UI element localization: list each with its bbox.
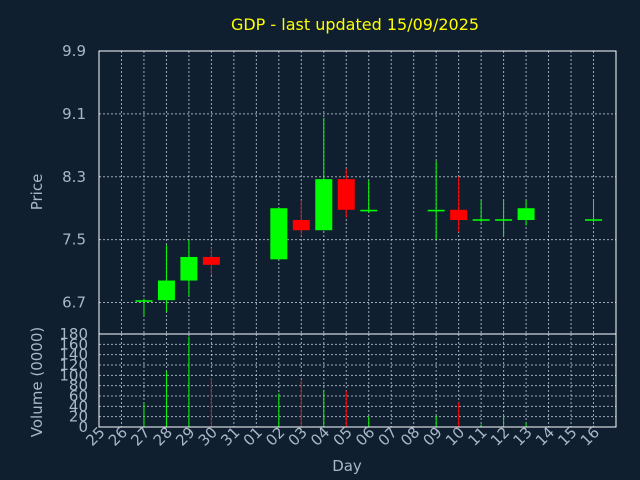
volume-frame — [98, 333, 617, 428]
candle-body — [427, 209, 445, 212]
volume-tick-label: 160 — [59, 335, 88, 353]
candle-body — [360, 209, 378, 212]
candle-body — [157, 280, 175, 301]
price-tick-label: 7.5 — [62, 231, 86, 249]
volume-tick-label: 120 — [59, 356, 88, 374]
volume-tick-label: 140 — [59, 346, 88, 364]
volume-tick-label: 60 — [69, 387, 88, 405]
volume-panel: 1801601401201008060402002526272829303101… — [59, 325, 617, 450]
candle-body — [315, 179, 333, 231]
price-panel: 9.9 9.1 8.3 7.5 6.7 — [62, 42, 617, 335]
price-tick-label: 8.3 — [62, 168, 86, 186]
price-tick-label: 9.1 — [62, 105, 86, 123]
volume-axis-label: Volume (0000) — [28, 327, 46, 437]
price-tick-label: 6.7 — [62, 294, 86, 312]
price-tick-label: 9.9 — [62, 42, 86, 60]
candle-body — [337, 179, 355, 210]
price-frame — [98, 50, 617, 335]
candle-body — [292, 220, 310, 231]
candle-body — [495, 219, 513, 221]
candle-body — [450, 209, 468, 221]
candle-body — [517, 208, 535, 221]
price-axis-label: Price — [28, 174, 46, 211]
volume-tick-label: 0 — [78, 418, 88, 436]
chart-title: GDP - last updated 15/09/2025 — [231, 15, 479, 34]
candle-body — [180, 256, 198, 281]
volume-tick-label: 100 — [59, 366, 88, 384]
candle-body — [472, 219, 490, 221]
candle-body — [585, 219, 603, 221]
volume-tick-label: 20 — [69, 408, 88, 426]
candle-body — [202, 256, 220, 265]
x-axis-label: Day — [332, 457, 362, 475]
volume-tick-label: 180 — [59, 325, 88, 343]
candle-body — [135, 300, 153, 302]
volume-tick-label: 80 — [69, 377, 88, 395]
candle-body — [270, 208, 288, 260]
volume-tick-label: 40 — [69, 397, 88, 415]
